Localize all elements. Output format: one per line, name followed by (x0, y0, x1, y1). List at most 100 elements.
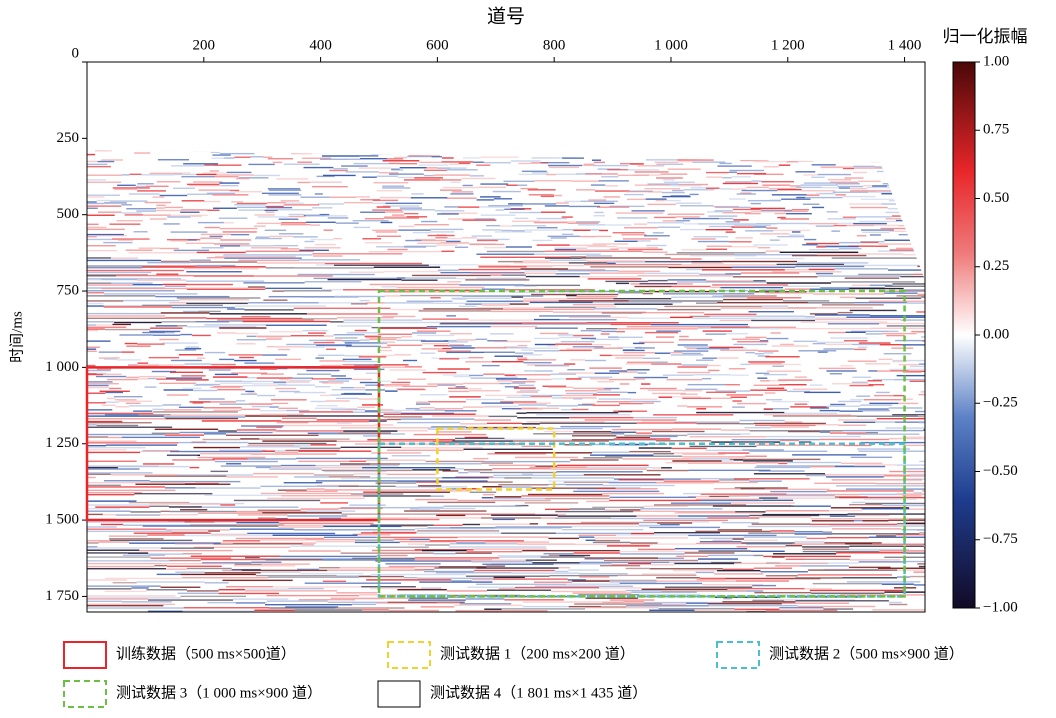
seismic-texture-stroke (287, 515, 348, 517)
seismic-texture-stroke (494, 355, 523, 357)
seismic-texture-stroke (449, 150, 459, 152)
seismic-texture-stroke (298, 450, 372, 452)
seismic-texture-stroke (437, 350, 471, 352)
seismic-texture-stroke (392, 409, 416, 412)
seismic-texture-stroke (186, 302, 248, 305)
seismic-texture-stroke (746, 543, 793, 545)
seismic-texture-stroke (523, 361, 552, 364)
seismic-texture-stroke (805, 196, 843, 199)
seismic-texture-stroke (87, 174, 122, 176)
seismic-texture-stroke (398, 229, 431, 231)
seismic-texture-stroke (917, 563, 925, 565)
seismic-texture-stroke (604, 387, 620, 390)
seismic-texture-stroke (448, 218, 475, 220)
seismic-texture-stroke (907, 215, 925, 217)
seismic-texture-stroke (671, 285, 711, 288)
seismic-texture-stroke (712, 284, 788, 286)
seismic-texture-stroke (762, 499, 794, 502)
seismic-texture-stroke (216, 174, 254, 176)
seismic-texture-stroke (463, 382, 500, 385)
seismic-texture-stroke (219, 182, 240, 184)
seismic-texture-stroke (794, 505, 831, 507)
seismic-texture-stroke (715, 390, 751, 392)
seismic-texture-stroke (407, 543, 426, 545)
legend-swatch (716, 641, 760, 669)
seismic-texture-stroke (468, 319, 535, 321)
seismic-texture-stroke (174, 173, 197, 176)
seismic-texture-stroke (884, 239, 918, 241)
seismic-texture-stroke (375, 560, 472, 562)
seismic-texture-stroke (629, 163, 644, 165)
seismic-texture-stroke (161, 321, 196, 323)
seismic-texture-stroke (339, 567, 415, 569)
seismic-texture-stroke (275, 387, 297, 390)
seismic-texture-stroke (490, 563, 554, 565)
seismic-texture-stroke (87, 433, 165, 436)
seismic-texture-stroke (324, 262, 423, 265)
seismic-texture-stroke (181, 209, 208, 211)
seismic-texture-stroke (642, 292, 653, 295)
seismic-texture-stroke (499, 556, 541, 558)
seismic-texture-stroke (394, 354, 411, 356)
seismic-texture-stroke (564, 444, 593, 446)
seismic-texture-stroke (888, 519, 925, 522)
seismic-texture-stroke (663, 293, 755, 295)
seismic-texture-stroke (608, 439, 656, 441)
seismic-texture-stroke (471, 272, 556, 274)
seismic-texture-stroke (772, 415, 857, 417)
seismic-texture-stroke (781, 363, 801, 366)
seismic-texture-stroke (164, 331, 175, 334)
seismic-texture-stroke (611, 563, 629, 566)
seismic-texture-stroke (664, 586, 753, 588)
seismic-texture-stroke (501, 407, 522, 410)
seismic-texture-stroke (819, 431, 830, 433)
seismic-texture-stroke (415, 498, 458, 501)
seismic-texture-stroke (887, 184, 903, 187)
seismic-texture-stroke (670, 316, 693, 319)
seismic-texture-stroke (400, 418, 475, 420)
seismic-texture-stroke (160, 260, 190, 263)
seismic-texture-stroke (87, 269, 184, 272)
seismic-texture-stroke (568, 569, 599, 571)
seismic-texture-stroke (881, 583, 914, 585)
colorbar-tick-label: 0.50 (983, 190, 1009, 206)
seismic-texture-stroke (645, 198, 667, 200)
seismic-texture-stroke (731, 438, 820, 441)
seismic-texture-stroke (231, 568, 261, 571)
seismic-texture-stroke (128, 501, 190, 504)
seismic-texture-stroke (844, 177, 864, 179)
seismic-texture-stroke (87, 451, 141, 454)
seismic-texture-stroke (262, 354, 288, 356)
seismic-texture-stroke (142, 331, 165, 334)
seismic-texture-stroke (753, 422, 826, 425)
seismic-texture-stroke (868, 370, 878, 372)
seismic-texture-stroke (473, 161, 484, 163)
seismic-texture-stroke (815, 225, 834, 227)
seismic-texture-stroke (668, 266, 732, 269)
seismic-texture-stroke (748, 150, 775, 153)
seismic-texture-stroke (553, 194, 562, 197)
seismic-texture-stroke (258, 517, 276, 519)
seismic-texture-stroke (467, 388, 482, 390)
seismic-texture-stroke (867, 380, 882, 382)
seismic-texture-stroke (521, 407, 538, 409)
seismic-texture-stroke (447, 237, 463, 240)
seismic-texture-stroke (87, 598, 148, 600)
seismic-texture-stroke (476, 277, 527, 280)
seismic-texture-stroke (144, 201, 172, 204)
seismic-texture-stroke (221, 184, 239, 187)
seismic-texture-stroke (581, 257, 671, 259)
seismic-texture-stroke (126, 208, 157, 210)
seismic-texture-stroke (792, 388, 828, 390)
seismic-texture-stroke (141, 174, 175, 176)
seismic-texture-stroke (87, 481, 185, 484)
seismic-texture-stroke (766, 282, 832, 284)
seismic-texture-stroke (839, 241, 862, 244)
y-tick-label: 1 500 (45, 512, 79, 528)
seismic-texture-stroke (302, 329, 328, 332)
seismic-texture-stroke (777, 188, 802, 191)
seismic-texture-stroke (327, 278, 402, 281)
seismic-texture-stroke (486, 565, 506, 567)
seismic-texture-stroke (805, 315, 815, 318)
seismic-texture-stroke (719, 479, 750, 481)
